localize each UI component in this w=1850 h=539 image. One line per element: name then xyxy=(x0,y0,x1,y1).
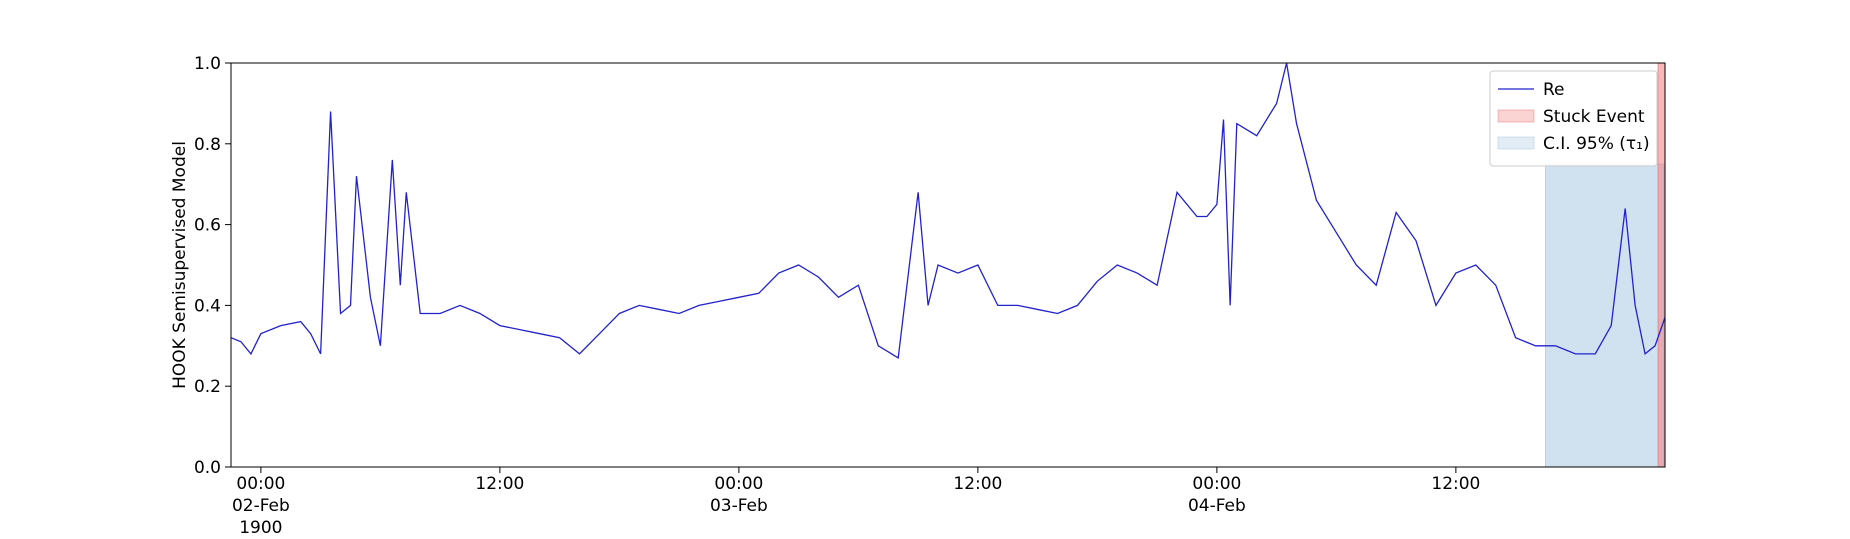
x-tick-label: 12:00 xyxy=(475,474,525,494)
legend-label: C.I. 95% (τ₁) xyxy=(1543,134,1650,154)
y-axis-label: HOOK Semisupervised Model xyxy=(170,141,190,389)
x-tick-label: 12:00 xyxy=(1431,474,1481,494)
x-tick-label: 00:00 02-Feb 1900 xyxy=(231,474,290,538)
legend-box xyxy=(1489,70,1658,167)
y-tick-label: 0.4 xyxy=(194,296,221,316)
y-tick-label: 0.8 xyxy=(194,135,221,155)
page: HOOK Semisupervised Model 0.0 0.2 0.4 0.6 0.… xyxy=(170,54,1666,538)
x-tick-label: 00:00 04-Feb xyxy=(1187,474,1246,516)
span xyxy=(1545,163,1665,468)
span xyxy=(1657,62,1666,468)
plot-frame xyxy=(230,62,1666,468)
legend-label: Stuck Event xyxy=(1543,107,1645,127)
y-tick-label: 1.0 xyxy=(194,54,221,74)
legend-patch xyxy=(1497,109,1535,123)
x-tick-label: 12:00 xyxy=(953,474,1003,494)
y-tick-label: 0.0 xyxy=(194,458,221,478)
y-tick-label: 0.2 xyxy=(194,377,221,397)
legend-patch xyxy=(1497,136,1535,150)
y-tick-label: 0.6 xyxy=(194,216,221,236)
series-line xyxy=(231,63,1665,360)
legend-label: Re xyxy=(1543,80,1565,100)
x-tick-label: 00:00 03-Feb xyxy=(709,474,768,516)
chart: HOOK Semisupervised Model 0.0 0.2 0.4 0.6 0.… xyxy=(170,54,1666,478)
